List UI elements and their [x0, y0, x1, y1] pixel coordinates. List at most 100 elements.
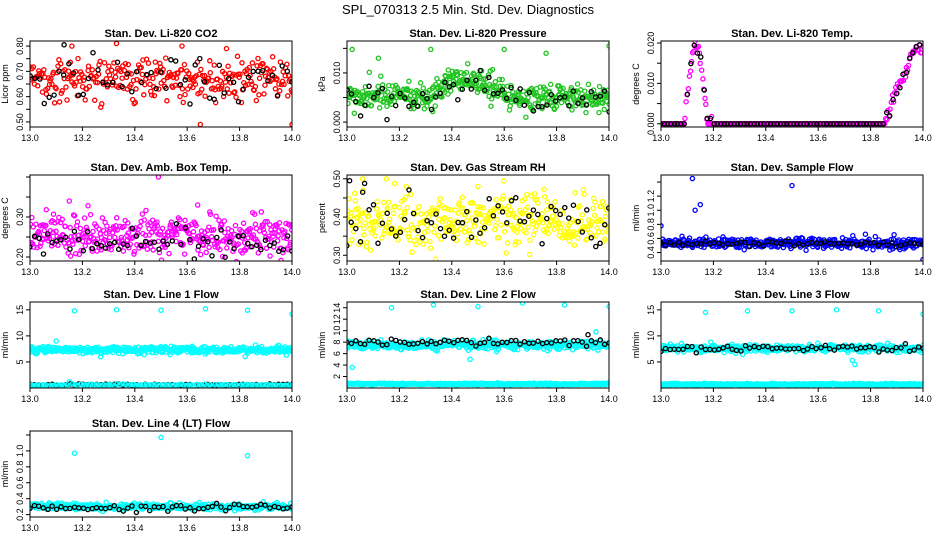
point-all [347, 100, 351, 107]
point-all [226, 90, 232, 96]
point-all [605, 229, 609, 236]
point-all [464, 239, 470, 246]
point-all [222, 229, 228, 236]
point-all [131, 248, 138, 255]
x-tick-label: 13.4 [757, 133, 775, 143]
point-all [217, 246, 223, 253]
point-low [196, 382, 203, 388]
point-all [270, 66, 277, 72]
point-all [223, 45, 230, 52]
point-all [224, 245, 230, 251]
point-subset [129, 88, 135, 95]
plot-frame [346, 174, 610, 262]
point-all [472, 219, 479, 226]
point-all [270, 233, 276, 240]
point-subset [415, 103, 421, 109]
point-subset [588, 337, 595, 344]
point-all [919, 50, 923, 56]
point-low [222, 381, 229, 388]
point-all [229, 234, 235, 241]
point-subset [191, 256, 198, 261]
point-subset [98, 242, 104, 249]
point-subset [410, 99, 417, 106]
point-all [432, 223, 438, 229]
point-subset [172, 58, 179, 64]
point-subset [668, 121, 674, 127]
point-all [179, 86, 186, 92]
point-all [69, 43, 75, 49]
point-all [599, 229, 605, 235]
point-all [288, 346, 292, 352]
point-subset [49, 239, 55, 246]
point-subset [689, 343, 695, 350]
plot-frame [29, 301, 293, 389]
point-subset [876, 242, 882, 248]
point-all [57, 61, 64, 67]
x-tick-label: 13.8 [862, 394, 880, 404]
point-all [479, 225, 485, 232]
point-all [161, 77, 167, 84]
point-all [251, 211, 258, 217]
point-all [702, 309, 709, 316]
point-subset [795, 345, 802, 352]
point-all [852, 361, 858, 368]
point-all [238, 99, 245, 106]
point-all [113, 307, 120, 313]
point-all [199, 86, 205, 93]
point-all [233, 94, 239, 101]
point-all [379, 210, 386, 216]
point-all [240, 220, 247, 227]
point-all [434, 205, 441, 212]
point-subset [359, 189, 366, 195]
point-low [233, 382, 239, 388]
point-all [505, 91, 512, 97]
point-all [260, 226, 267, 233]
point-low [43, 382, 49, 388]
point-all [504, 240, 511, 246]
panel-title: Stan. Dev. Li-820 Pressure [409, 28, 546, 40]
point-subset [124, 71, 130, 77]
point-all [150, 75, 156, 82]
point-all [413, 241, 419, 248]
point-all [288, 222, 292, 228]
point-subset [280, 246, 287, 253]
point-subset [718, 121, 724, 127]
point-subset [41, 100, 48, 107]
point-subset [178, 241, 184, 248]
point-subset [250, 68, 256, 75]
panel-title: Stan. Dev. Amb. Box Temp. [91, 162, 232, 174]
point-subset [406, 103, 412, 110]
point-all [347, 195, 352, 202]
point-all [94, 79, 101, 86]
point-all [435, 79, 442, 85]
point-subset [71, 228, 78, 235]
point-all [920, 342, 923, 349]
point-all [438, 236, 444, 242]
point-subset [754, 121, 761, 127]
point-subset [115, 246, 122, 253]
point-all [571, 242, 578, 248]
point-all [533, 223, 540, 229]
point-subset [583, 102, 590, 108]
point-all [178, 67, 185, 73]
point-subset [51, 92, 57, 98]
point-all [162, 232, 168, 239]
point-all [207, 211, 214, 218]
point-all [249, 60, 256, 66]
point-all [809, 236, 815, 242]
point-all [30, 240, 33, 247]
point-all [480, 205, 486, 211]
point-subset [849, 343, 855, 349]
point-subset [227, 239, 233, 245]
point-subset [588, 235, 595, 241]
point-subset [566, 342, 572, 349]
point-all [37, 243, 43, 250]
x-tick-label: 13.2 [391, 133, 409, 143]
point-all [500, 193, 507, 199]
panel-boxtemp: Stan. Dev. Amb. Box Temp.degrees C13.0 13… [0, 162, 301, 277]
figure-title: SPL_070313 2.5 Min. Std. Dev. Diagnostic… [342, 2, 594, 17]
point-all [789, 308, 795, 314]
point-subset [173, 221, 180, 227]
point-all [82, 243, 88, 249]
point-subset [446, 338, 452, 344]
